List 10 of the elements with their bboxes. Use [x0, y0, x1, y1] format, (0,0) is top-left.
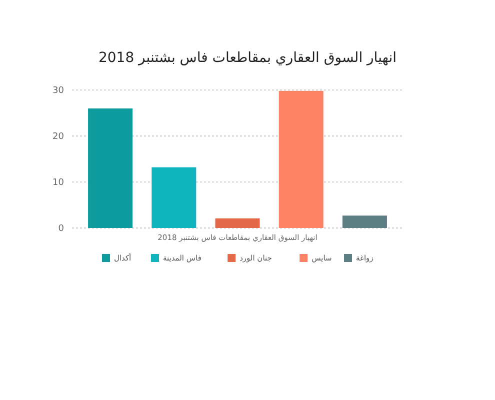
bar	[278, 90, 324, 228]
bar	[152, 167, 196, 228]
y-tick-label: 10	[52, 178, 64, 188]
bar	[88, 108, 133, 228]
chart-title: انهيار السوق العقاري بمقاطعات فاس بشتنبر 2018	[98, 50, 397, 66]
y-tick-label: 30	[52, 86, 64, 96]
y-tick-label: 20	[52, 132, 64, 142]
y-tick-label: 0	[58, 224, 64, 234]
bar	[215, 218, 260, 228]
bar	[342, 216, 387, 228]
